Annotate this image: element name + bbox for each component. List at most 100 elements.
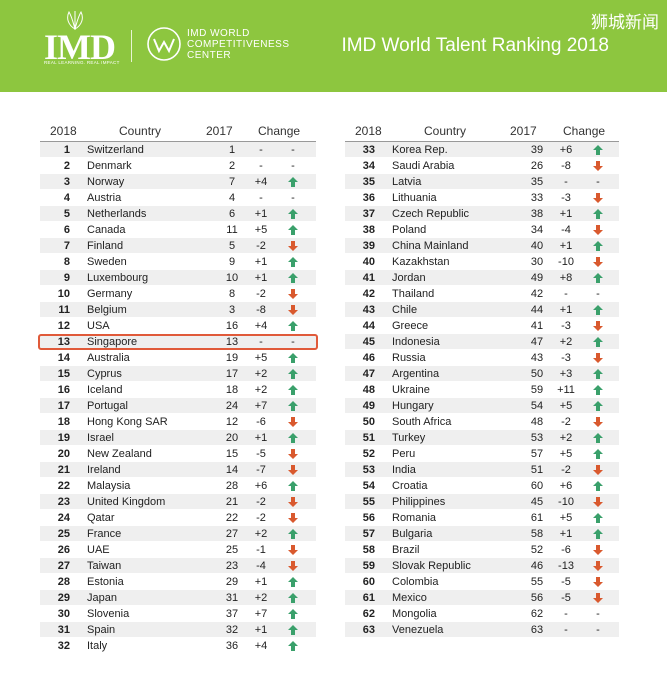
country-cell: Russia (392, 352, 426, 364)
rank-2017-cell: 14 (225, 464, 239, 476)
change-cell: +5 (559, 512, 573, 524)
arrow-up-icon (592, 448, 604, 460)
arrow-up-icon (287, 400, 299, 412)
country-cell: Argentina (392, 368, 440, 380)
rank-2017-cell: 31 (225, 592, 239, 604)
rank-2017-cell: 47 (530, 336, 544, 348)
rank-cell: 39 (362, 240, 375, 252)
rank-2017-cell: 5 (228, 240, 236, 252)
rank-2017-cell: 39 (530, 144, 544, 156)
table-row: 32 Italy 36 +4 (40, 638, 316, 654)
rank-2017-cell: 59 (530, 384, 544, 396)
rank-cell: 63 (362, 624, 375, 636)
change-cell: +6 (559, 144, 573, 156)
arrow-down-icon (592, 560, 604, 572)
header-banner: IMD REAL LEARNING. REAL IMPACT IMD WORLD… (0, 0, 667, 92)
rank-2017-cell: 58 (530, 528, 544, 540)
country-cell: Taiwan (87, 560, 122, 572)
change-cell: - (259, 192, 263, 204)
highlight-box (38, 334, 318, 350)
arrow-up-icon (592, 272, 604, 284)
no-change-dash: - (291, 160, 295, 172)
rank-cell: 51 (362, 432, 375, 444)
rank-cell: 47 (362, 368, 375, 380)
arrow-up-icon (287, 272, 299, 284)
rank-2017-cell: 23 (225, 560, 239, 572)
rank-2017-cell: 50 (530, 368, 544, 380)
table-row: 23 United Kingdom 21 -2 (40, 494, 316, 510)
table-row: 53 India 51 -2 (345, 462, 619, 478)
rank-2017-cell: 9 (228, 256, 236, 268)
rank-2017-cell: 61 (530, 512, 544, 524)
country-cell: Slovak Republic (392, 560, 471, 572)
country-cell: Mongolia (392, 608, 437, 620)
change-cell: - (564, 288, 568, 300)
country-cell: Poland (392, 224, 427, 236)
change-cell: +1 (559, 208, 573, 220)
change-cell: +1 (559, 304, 573, 316)
header-change: Change (563, 124, 606, 138)
country-cell: Spain (87, 624, 116, 636)
arrow-down-icon (287, 560, 299, 572)
arrow-down-icon (592, 496, 604, 508)
change-cell: +6 (254, 480, 268, 492)
country-cell: Ukraine (392, 384, 430, 396)
rank-2017-cell: 56 (530, 592, 544, 604)
change-cell: -2 (561, 464, 571, 476)
change-cell: -3 (561, 192, 571, 204)
table-row: 22 Malaysia 28 +6 (40, 478, 316, 494)
rank-cell: 14 (57, 352, 70, 364)
change-cell: +3 (559, 368, 573, 380)
country-cell: Mexico (392, 592, 427, 604)
header-change: Change (258, 124, 301, 138)
change-cell: -2 (256, 496, 266, 508)
rank-cell: 43 (362, 304, 375, 316)
rank-cell: 56 (362, 512, 375, 524)
arrow-down-icon (592, 192, 604, 204)
country-cell: United Kingdom (87, 496, 166, 508)
change-cell: +1 (254, 256, 268, 268)
country-cell: Canada (87, 224, 126, 236)
rank-cell: 20 (57, 448, 70, 460)
table-row: 12 USA 16 +4 (40, 318, 316, 334)
rank-2017-cell: 53 (530, 432, 544, 444)
change-cell: -1 (256, 544, 266, 556)
rank-cell: 42 (362, 288, 375, 300)
change-cell: - (564, 624, 568, 636)
rank-cell: 53 (362, 464, 375, 476)
change-cell: - (259, 336, 263, 348)
table-row: 4 Austria 4 - - (40, 190, 316, 206)
table-row: 58 Brazil 52 -6 (345, 542, 619, 558)
table-row: 31 Spain 32 +1 (40, 622, 316, 638)
country-cell: Thailand (392, 288, 435, 300)
rank-2017-cell: 19 (225, 352, 239, 364)
arrow-up-icon (287, 352, 299, 364)
arrow-up-icon (287, 528, 299, 540)
rank-2017-cell: 21 (225, 496, 239, 508)
country-cell: Iceland (87, 384, 123, 396)
change-cell: +1 (254, 576, 268, 588)
arrow-down-icon (592, 224, 604, 236)
rank-2017-cell: 42 (530, 288, 544, 300)
watermark: 狮城新闻 (591, 13, 659, 33)
rank-cell: 19 (57, 432, 70, 444)
table-row: 43 Chile 44 +1 (345, 302, 619, 318)
change-cell: -13 (558, 560, 574, 572)
arrow-down-icon (287, 448, 299, 460)
table-row: 29 Japan 31 +2 (40, 590, 316, 606)
rank-cell: 59 (362, 560, 375, 572)
rank-cell: 7 (63, 240, 70, 252)
country-cell: Korea Rep. (392, 144, 448, 156)
rank-2017-cell: 13 (225, 336, 239, 348)
rank-cell: 36 (362, 192, 375, 204)
rank-2017-cell: 37 (225, 608, 239, 620)
rank-2017-cell: 26 (530, 160, 544, 172)
country-cell: Venezuela (392, 624, 444, 636)
table-row: 28 Estonia 29 +1 (40, 574, 316, 590)
no-change-dash: - (596, 624, 600, 636)
rank-cell: 22 (57, 480, 70, 492)
rank-cell: 27 (57, 560, 70, 572)
rank-2017-cell: 30 (530, 256, 544, 268)
country-cell: Lithuania (392, 192, 437, 204)
table-row: 3 Norway 7 +4 (40, 174, 316, 190)
